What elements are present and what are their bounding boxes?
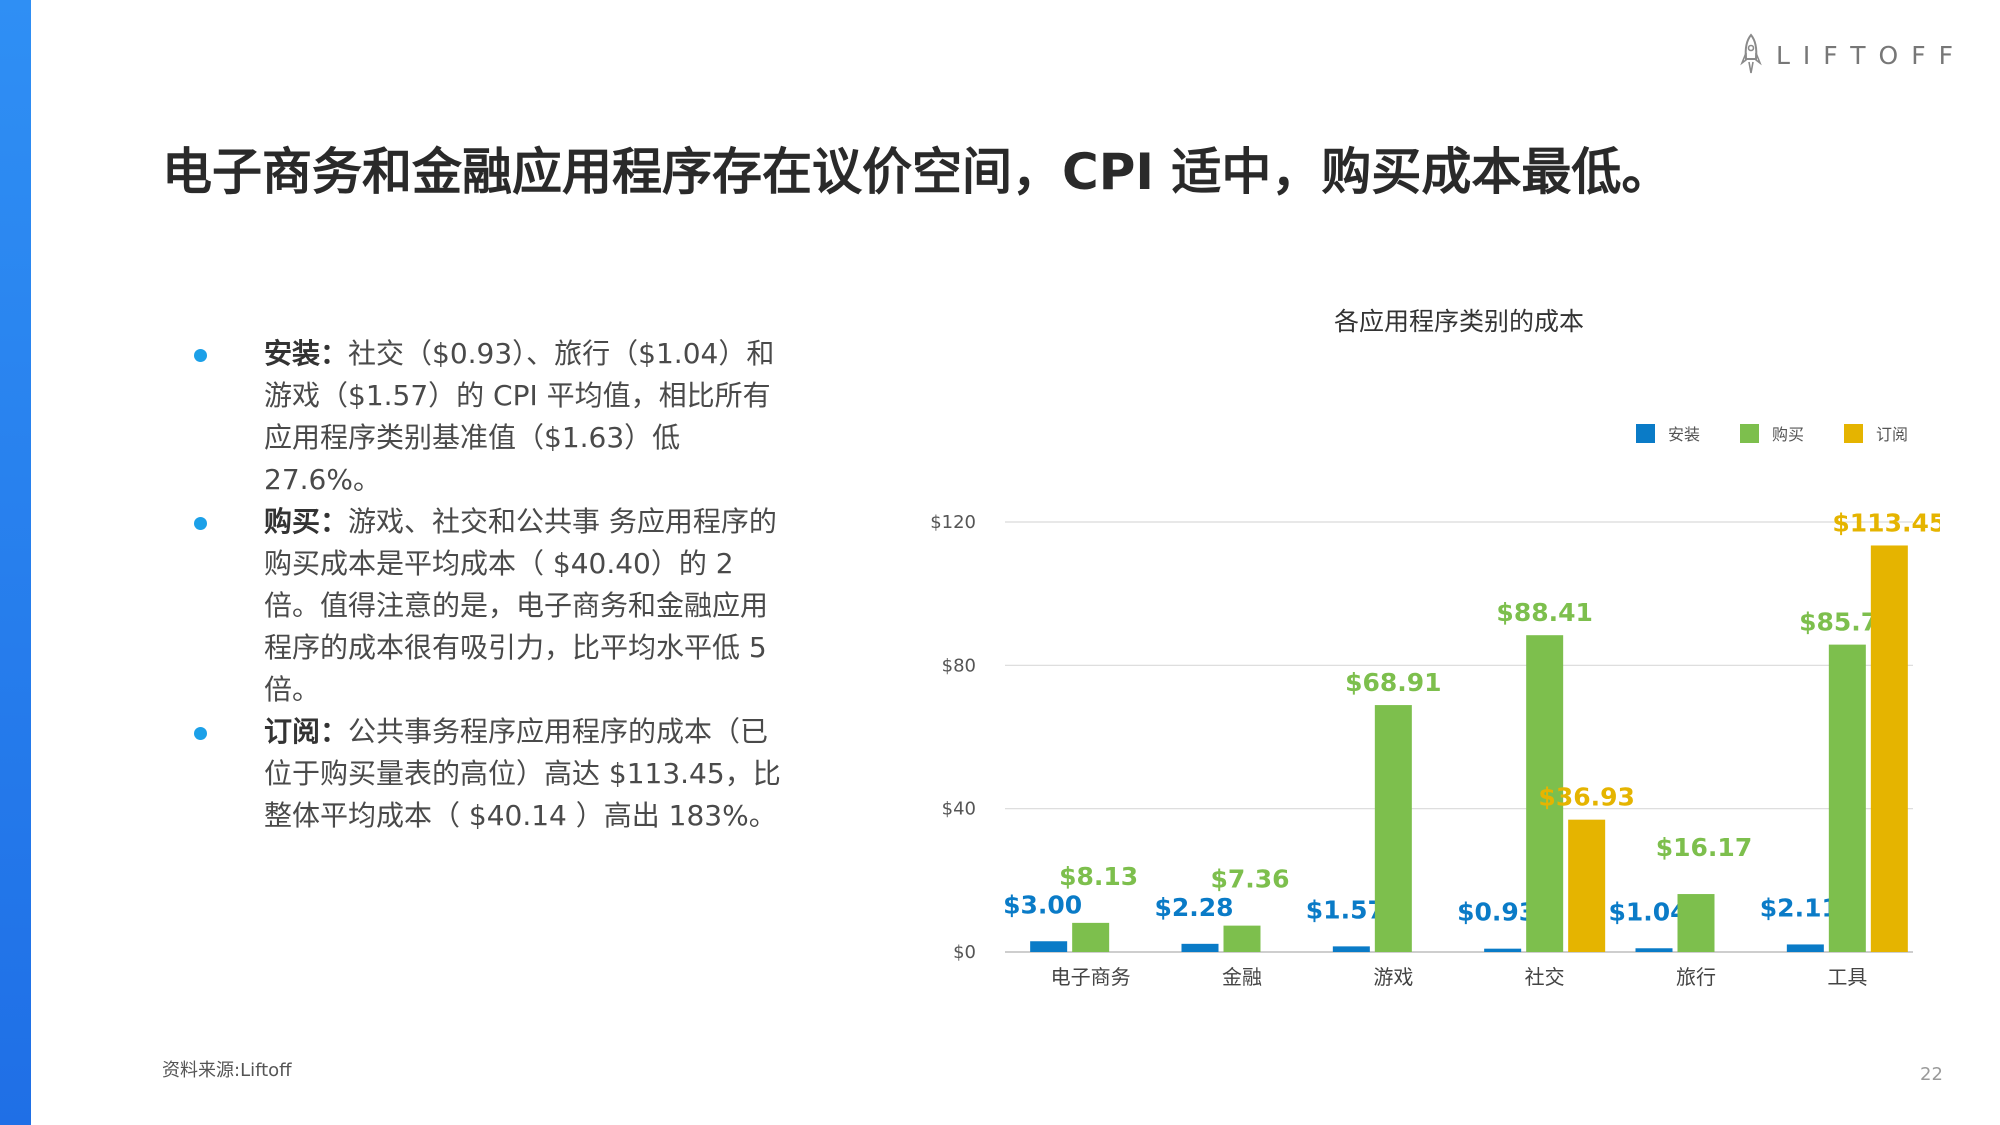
chart-title: 各应用程序类别的成本	[1334, 307, 1584, 336]
data-label: $88.41	[1496, 598, 1592, 627]
bullet-subscribe: 订阅：公共事务程序应用程序的成本（已位于购买量表的高位）高达 $113.45，比…	[190, 711, 790, 837]
y-tick-label: $80	[942, 655, 976, 676]
liftoff-logo: LIFTOFF	[1740, 30, 1966, 80]
source-note: 资料来源:Liftoff	[162, 1060, 292, 1081]
legend-label: 订阅	[1876, 425, 1908, 444]
bar-install	[1635, 948, 1673, 952]
legend-label: 购买	[1772, 425, 1804, 444]
bar-purchase	[1677, 894, 1715, 952]
data-label: $16.17	[1656, 833, 1752, 862]
x-tick-label: 游戏	[1373, 965, 1413, 989]
bullet-list: 安装：社交（$0.93）、旅行（$1.04）和游戏（$1.57）的 CPI 平均…	[190, 333, 790, 837]
bar-install	[1786, 944, 1824, 952]
bullet-label: 安装：	[264, 337, 349, 370]
data-label: $1.04	[1608, 897, 1687, 926]
y-tick-label: $120	[930, 512, 976, 533]
brand-name: LIFTOFF	[1776, 40, 1966, 70]
data-label: $2.11	[1760, 893, 1839, 922]
data-label: $1.57	[1306, 895, 1385, 924]
legend-swatch	[1844, 424, 1863, 443]
bullet-text: 游戏、社交和公共事 务应用程序的购买成本是平均成本（ $40.40）的 2 倍。…	[264, 505, 777, 706]
bar-install	[1332, 946, 1370, 952]
bar-install	[1030, 941, 1068, 952]
bar-install	[1181, 943, 1219, 952]
y-tick-label: $0	[953, 942, 976, 963]
page-title: 电子商务和金融应用程序存在议价空间，CPI 适中，购买成本最低。	[162, 143, 1672, 201]
bullet-text: 社交（$0.93）、旅行（$1.04）和游戏（$1.57）的 CPI 平均值，相…	[264, 337, 775, 496]
accent-sidebar	[0, 0, 31, 1125]
data-label: $36.93	[1538, 783, 1634, 812]
y-tick-label: $40	[942, 799, 976, 820]
data-label: $113.45	[1832, 508, 1940, 537]
bullet-dot	[194, 517, 207, 530]
legend-label: 安装	[1668, 425, 1700, 444]
data-label: $7.36	[1210, 865, 1289, 894]
page-number: 22	[1920, 1064, 1943, 1085]
rocket-icon	[1740, 33, 1762, 74]
bullet-install: 安装：社交（$0.93）、旅行（$1.04）和游戏（$1.57）的 CPI 平均…	[190, 333, 790, 501]
x-tick-label: 社交	[1525, 965, 1565, 989]
bar-subscribe	[1870, 545, 1908, 952]
bar-subscribe	[1568, 819, 1606, 952]
data-label: $8.13	[1059, 862, 1138, 891]
bullet-purchase: 购买：游戏、社交和公共事 务应用程序的购买成本是平均成本（ $40.40）的 2…	[190, 501, 790, 711]
bullet-dot	[194, 349, 207, 362]
data-label: $3.00	[1003, 890, 1082, 919]
data-label: $0.93	[1457, 898, 1536, 927]
legend-swatch	[1636, 424, 1655, 443]
bullet-label: 订阅：	[264, 715, 349, 748]
bullet-text: 公共事务程序应用程序的成本（已位于购买量表的高位）高达 $113.45，比整体平…	[264, 715, 781, 832]
bar-purchase	[1828, 644, 1866, 952]
data-label: $68.91	[1345, 668, 1441, 697]
bullet-label: 购买：	[264, 505, 349, 538]
bar-purchase	[1072, 922, 1110, 952]
bullet-dot	[194, 727, 207, 740]
x-tick-label: 金融	[1222, 965, 1262, 989]
bar-install	[1484, 948, 1522, 952]
bar-purchase	[1374, 705, 1412, 952]
x-tick-label: 工具	[1827, 965, 1867, 989]
x-tick-label: 电子商务	[1051, 965, 1131, 989]
x-tick-label: 旅行	[1676, 965, 1716, 989]
bar-purchase	[1526, 635, 1564, 952]
data-label: $2.28	[1154, 893, 1233, 922]
legend-swatch	[1740, 424, 1759, 443]
bar-purchase	[1223, 925, 1261, 952]
